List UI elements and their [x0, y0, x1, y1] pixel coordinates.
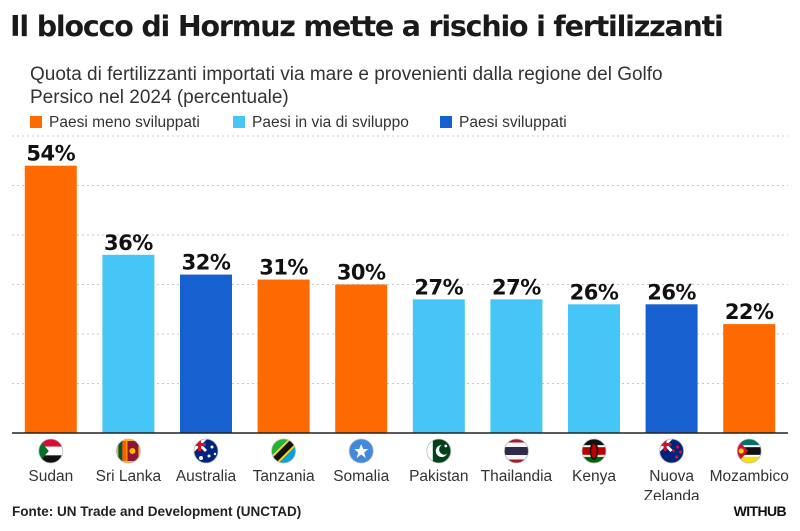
- value-label: 30%: [337, 261, 386, 285]
- bar: [412, 299, 465, 433]
- bar: [490, 299, 543, 433]
- kenya-flag-icon: [581, 438, 607, 464]
- sri-lanka-flag-icon: [115, 438, 141, 464]
- new-zealand-flag-icon: [659, 438, 684, 464]
- tanzania-flag-icon: [271, 438, 297, 464]
- australia-flag-icon: [193, 438, 219, 464]
- bar-chart: 54% 36% 32% 31% 30% 27% 27% 26% 26% 22% Sudan Sri …: [12, 135, 789, 500]
- category-label: Australia: [176, 468, 237, 485]
- category-label: Somalia: [333, 468, 389, 485]
- category-label: Sri Lanka: [96, 468, 162, 485]
- bar: [102, 254, 155, 433]
- bar: [180, 274, 232, 433]
- source-note: Fonte: UN Trade and Development (UNCTAD): [12, 504, 302, 519]
- category-label: Kenya: [572, 468, 616, 485]
- category-label: Nuova: [649, 468, 694, 485]
- value-labels: 54% 36% 32% 31% 30% 27% 27% 26% 26% 22%: [26, 142, 774, 324]
- category-label: Tanzania: [253, 468, 315, 485]
- legend-label: Paesi sviluppati: [459, 114, 567, 131]
- value-label: 54%: [26, 142, 75, 166]
- value-label: 26%: [570, 280, 619, 304]
- value-label: 22%: [725, 300, 774, 324]
- category-label: Mozambico: [710, 468, 789, 485]
- value-label: 27%: [492, 275, 541, 299]
- bar: [24, 165, 77, 433]
- legend-label: Paesi meno sviluppati: [49, 114, 200, 131]
- bar: [335, 284, 388, 433]
- bar: [723, 324, 776, 433]
- footer: Fonte: UN Trade and Development (UNCTAD)…: [0, 500, 800, 531]
- legend-swatch: [440, 116, 452, 128]
- legend-swatch: [233, 116, 245, 128]
- category-labels: Sudan Sri Lanka Australia Tanzania Somalia Pa…: [28, 468, 788, 500]
- value-label: 27%: [414, 275, 463, 299]
- somalia-flag-icon: [348, 438, 374, 464]
- legend-label: Paesi in via di sviluppo: [252, 114, 409, 131]
- pakistan-flag-icon: [426, 438, 452, 464]
- legend: Paesi meno sviluppati Paesi in via di sv…: [30, 113, 630, 135]
- category-label: Pakistan: [409, 468, 468, 485]
- bar: [257, 279, 310, 433]
- bars: [24, 165, 776, 433]
- mozambique-flag-icon: [736, 438, 762, 464]
- bar: [645, 304, 698, 433]
- brand-logo: WITHUB: [733, 503, 787, 519]
- category-label: Thailandia: [481, 468, 553, 485]
- legend-swatch: [30, 116, 42, 128]
- chart-subtitle: Quota di fertilizzanti importati via mar…: [30, 64, 663, 108]
- thailand-flag-icon: [504, 438, 529, 464]
- flags: [38, 438, 762, 464]
- category-label: Zelanda: [644, 488, 700, 500]
- chart-title: Il blocco di Hormuz mette a rischio i fe…: [10, 10, 724, 43]
- sudan-flag-icon: [38, 438, 64, 464]
- bar: [568, 304, 620, 433]
- value-label: 36%: [104, 231, 153, 255]
- value-label: 31%: [259, 256, 308, 280]
- category-label: Sudan: [28, 468, 73, 485]
- value-label: 26%: [647, 280, 696, 304]
- value-label: 32%: [182, 251, 231, 275]
